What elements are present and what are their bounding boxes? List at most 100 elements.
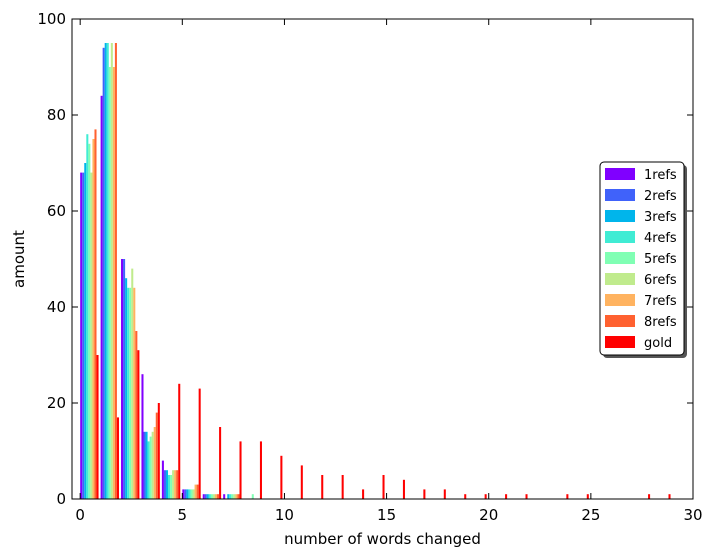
- bar-2refs: [123, 259, 126, 499]
- x-tick-label: 0: [75, 506, 85, 524]
- legend-swatch: [605, 210, 635, 222]
- y-axis-ticks: 0 20 40 60 80 100: [37, 10, 693, 508]
- bar-5refs: [210, 494, 213, 499]
- bar-gold: [382, 475, 385, 499]
- bar-5refs: [231, 494, 234, 499]
- bar-6refs: [212, 494, 215, 499]
- bar-5refs: [170, 475, 173, 499]
- legend-swatch: [605, 336, 635, 348]
- bar-gold: [259, 441, 262, 499]
- bar-1refs: [141, 374, 144, 499]
- bar-gold: [198, 388, 201, 499]
- bar-4refs: [229, 494, 232, 499]
- bar-gold: [219, 427, 222, 499]
- bar-1refs: [223, 494, 226, 499]
- bar-6refs: [192, 489, 195, 499]
- legend-swatch: [605, 252, 635, 264]
- bar-1refs: [80, 172, 83, 499]
- bar-gold: [362, 489, 365, 499]
- x-tick-label: 5: [178, 506, 188, 524]
- bar-5refs: [251, 494, 254, 499]
- legend-label: 7refs: [644, 294, 677, 309]
- bar-3refs: [227, 494, 230, 499]
- bar-7refs: [194, 484, 197, 499]
- bar-3refs: [145, 431, 148, 499]
- y-tick-label: 100: [37, 10, 66, 28]
- bar-gold: [280, 455, 283, 499]
- bar-7refs: [133, 287, 136, 499]
- bar-8refs: [94, 129, 97, 499]
- bar-gold: [321, 475, 324, 499]
- legend-swatch: [605, 231, 635, 243]
- legend-swatch: [605, 189, 635, 201]
- legend-swatch: [605, 294, 635, 306]
- bar-3refs: [125, 278, 128, 499]
- bar-7refs: [112, 67, 115, 499]
- x-tick-label: 25: [581, 506, 600, 524]
- bar-5refs: [88, 143, 91, 500]
- bar-gold: [423, 489, 426, 499]
- bar-6refs: [110, 43, 113, 499]
- bar-1refs: [182, 489, 185, 499]
- bar-gold: [566, 494, 569, 499]
- x-tick-label: 15: [377, 506, 396, 524]
- bar-2refs: [184, 489, 187, 499]
- legend-label: 2refs: [644, 189, 677, 204]
- legend-label: 5refs: [644, 252, 677, 267]
- legend-label: 4refs: [644, 231, 677, 246]
- x-axis-ticks: 0 5 10 15 20 25 30: [75, 19, 703, 524]
- plot-frame: [71, 18, 694, 500]
- bar-7refs: [214, 494, 218, 499]
- bar-4refs: [106, 43, 109, 499]
- bar-2refs: [102, 47, 105, 500]
- legend-swatch: [605, 168, 635, 180]
- bar-6refs: [151, 431, 154, 499]
- bar-3refs: [104, 43, 107, 499]
- bar-gold: [484, 494, 487, 499]
- bar-7refs: [92, 139, 95, 499]
- bar-5refs: [190, 489, 193, 499]
- bar-6refs: [131, 268, 134, 499]
- x-tick-label: 20: [479, 506, 498, 524]
- bar-1refs: [161, 460, 164, 499]
- y-tick-label: 20: [47, 394, 66, 412]
- y-tick-label: 40: [47, 298, 66, 316]
- x-tick-label: 30: [683, 506, 702, 524]
- legend-swatch: [605, 315, 635, 327]
- bar-4refs: [127, 287, 130, 499]
- bar-gold: [505, 494, 508, 499]
- x-axis-label: number of words changed: [284, 530, 481, 548]
- bar-4refs: [147, 441, 150, 499]
- y-axis-label: amount: [10, 230, 28, 288]
- bar-gold: [341, 475, 344, 499]
- bar-7refs: [153, 427, 156, 499]
- bar-8refs: [114, 43, 117, 499]
- bar-gold: [300, 465, 303, 499]
- bar-gold: [648, 494, 651, 499]
- bar-gold: [116, 417, 119, 499]
- x-tick-label: 10: [275, 506, 294, 524]
- legend-label: 1refs: [644, 168, 677, 183]
- legend-label: 3refs: [644, 210, 677, 225]
- bar-1refs: [121, 259, 124, 499]
- legend-swatch: [605, 273, 635, 285]
- bar-gold: [402, 479, 405, 499]
- bar-6refs: [90, 172, 93, 499]
- bar-7refs: [174, 470, 177, 499]
- bar-8refs: [176, 470, 179, 499]
- bar-1refs: [202, 494, 205, 499]
- legend-label: 6refs: [644, 273, 677, 288]
- bar-2refs: [82, 172, 85, 499]
- bar-4refs: [86, 134, 89, 499]
- legend-label: 8refs: [644, 315, 677, 330]
- bar-8refs: [155, 412, 158, 499]
- y-tick-label: 80: [47, 106, 66, 124]
- bar-2refs: [143, 431, 146, 499]
- bar-3refs: [84, 163, 87, 499]
- bar-4refs: [188, 489, 191, 499]
- bar-8refs: [217, 494, 220, 499]
- bars-layer: [80, 43, 671, 500]
- bar-8refs: [196, 484, 199, 499]
- bar-gold: [668, 494, 671, 499]
